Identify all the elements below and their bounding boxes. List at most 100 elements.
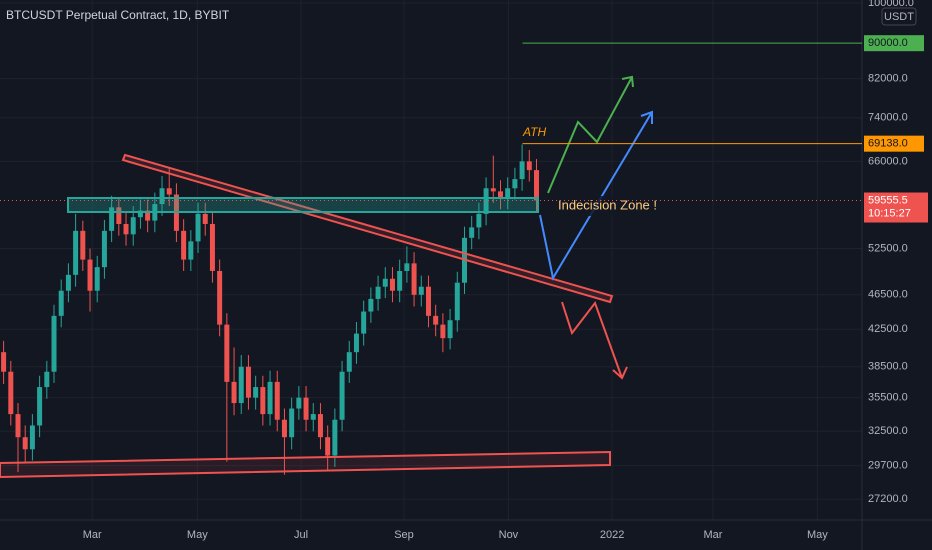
candle-body (217, 270, 223, 325)
y-tick-label: 52500.0 (868, 242, 908, 254)
y-tick-label: 74000.0 (868, 112, 908, 124)
candle-body (519, 161, 525, 180)
x-tick-label: May (807, 529, 828, 541)
indecision-zone (67, 197, 539, 213)
candle-body (433, 315, 439, 325)
candle-body (224, 324, 230, 382)
currency-label[interactable]: USDT (884, 11, 914, 23)
price-label: 69138.0 (868, 138, 908, 150)
x-tick-label: Sep (394, 529, 414, 541)
candle-body (361, 311, 367, 334)
candle-body (260, 387, 266, 415)
candle-body (65, 274, 71, 291)
blue-arrowhead (640, 110, 653, 124)
candle-body (505, 188, 511, 198)
candle-body (353, 333, 359, 353)
blue-arrow (539, 111, 653, 281)
last-price-label: 59555.5 (868, 194, 908, 206)
support-channel (0, 450, 611, 479)
x-tick-label: Nov (499, 529, 519, 541)
zone-label: Indecision Zone ! (558, 197, 657, 212)
candle-body (533, 170, 539, 201)
candle-body (440, 324, 446, 339)
candle-body (317, 414, 323, 438)
candle-body (202, 213, 208, 224)
candle-body (8, 371, 14, 415)
candle-body (109, 207, 115, 231)
red-arrowhead (612, 366, 628, 380)
last-price-bg (864, 192, 928, 223)
candle-body (166, 188, 172, 195)
candle-body (310, 414, 316, 420)
candle-body (58, 290, 64, 316)
candle-body (296, 397, 302, 409)
candle-body (425, 286, 431, 316)
candle-body (29, 425, 35, 450)
candle-body (101, 230, 107, 268)
candle-body (15, 414, 21, 438)
candle-body (454, 282, 460, 321)
candle-body (274, 381, 280, 420)
candle-body (368, 298, 374, 312)
price-label-bg (864, 135, 924, 152)
candle-body (267, 381, 273, 415)
candle-body (87, 259, 93, 291)
price-label: 90000.0 (868, 37, 908, 49)
candle-body (209, 223, 215, 271)
y-tick-label: 38500.0 (868, 361, 908, 373)
y-tick-label: 82000.0 (868, 73, 908, 85)
candle-body (389, 278, 395, 291)
candle-body (22, 437, 28, 450)
candle-body (512, 179, 518, 189)
countdown-label: 10:15:27 (868, 207, 911, 219)
ath-label: ATH (522, 125, 546, 139)
y-tick-label: 27200.0 (868, 493, 908, 505)
candle-body (231, 381, 237, 404)
candle-body (245, 366, 251, 398)
candle-body (332, 419, 338, 456)
candle-body (346, 352, 352, 372)
y-tick-label: 35500.0 (868, 392, 908, 404)
price-label-bg (864, 35, 924, 52)
candle-body (51, 315, 57, 372)
green-arrow (547, 76, 633, 194)
y-tick-label: 32500.0 (868, 425, 908, 437)
y-tick-label: 100000.0 (868, 0, 914, 9)
candle-body (181, 230, 187, 260)
candle-body (1, 352, 7, 372)
candle-body (375, 286, 381, 299)
y-tick-label: 46500.0 (868, 289, 908, 301)
candle-body (195, 213, 201, 242)
candle-body (476, 213, 482, 228)
candle-body (289, 408, 295, 438)
y-tick-label: 42500.0 (868, 323, 908, 335)
red-arrow (561, 300, 623, 379)
currency-button[interactable] (881, 7, 917, 26)
candle-body (188, 241, 194, 260)
candle-body (130, 217, 136, 235)
candle-body (44, 371, 50, 388)
candle-body (497, 191, 503, 198)
green-arrowhead (621, 75, 634, 88)
descending-channel (121, 153, 614, 304)
candle-body (80, 230, 86, 260)
candle-body (526, 161, 532, 171)
candle-body (339, 371, 345, 420)
candle-body (483, 188, 489, 214)
x-tick-label: Jul (294, 529, 308, 541)
candle-body (116, 207, 122, 224)
candle-body (490, 188, 496, 192)
x-tick-label: Mar (83, 529, 102, 541)
y-tick-label: 66000.0 (868, 155, 908, 167)
candle-body (145, 210, 151, 221)
candle-body (397, 270, 403, 291)
candle-body (382, 278, 388, 287)
candle-body (238, 366, 244, 404)
candle-body (37, 387, 43, 426)
x-tick-label: Mar (703, 529, 722, 541)
candle-body (94, 267, 100, 291)
candle-body (123, 223, 129, 235)
candle-body (447, 320, 453, 339)
candle-body (404, 263, 410, 271)
